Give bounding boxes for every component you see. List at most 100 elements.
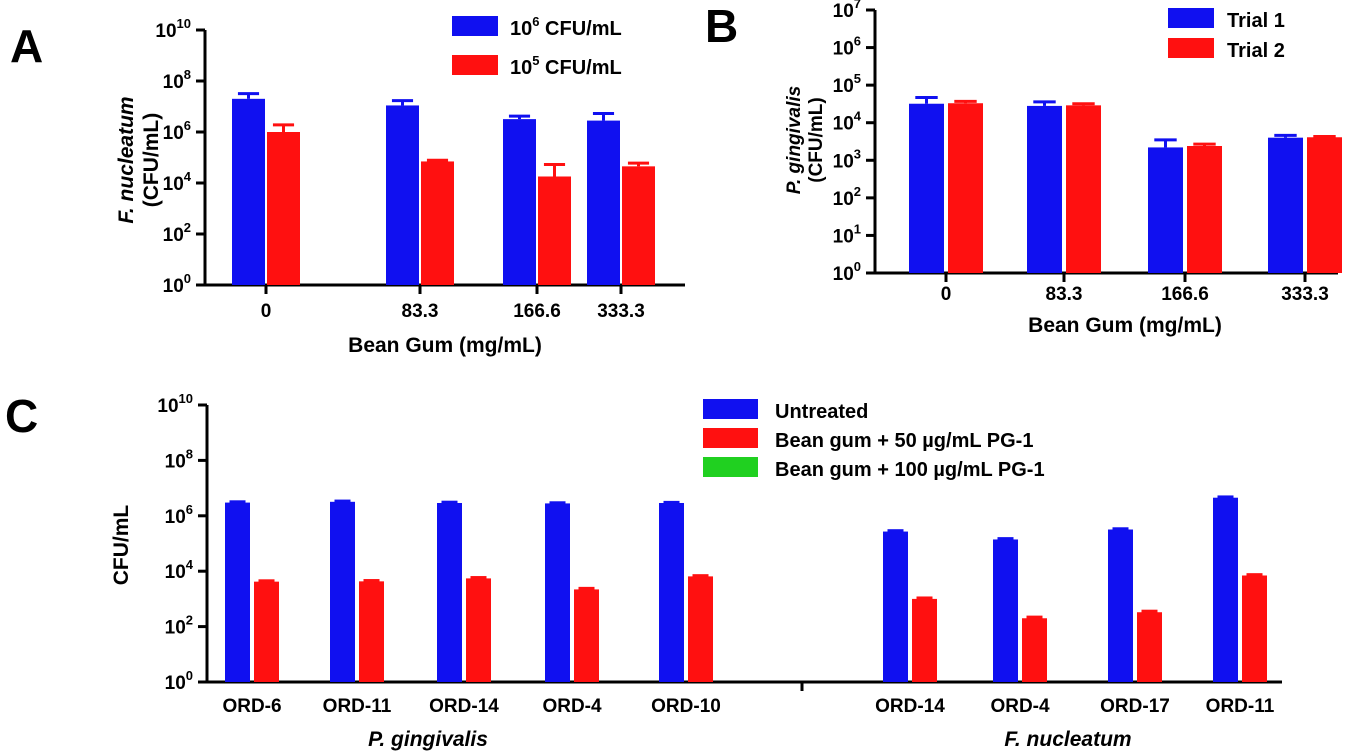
- panel-a-y-tick-label-5-base: 10: [155, 21, 176, 42]
- panel-c-x-tick-label: ORD-6: [222, 696, 281, 717]
- panel-a-y-tick-label-5-exp: 10: [177, 16, 191, 31]
- panel-b-y-tick-label-4: 104: [833, 109, 862, 135]
- panel-b-y-tick-label-5-exp: 5: [854, 71, 861, 86]
- panel-b-x-tick-label: 83.3: [1046, 284, 1083, 305]
- panel-c-x-tick-label: ORD-10: [651, 696, 721, 717]
- panel-c-group-label-1: P. gingivalis: [368, 728, 488, 751]
- panel-c-bar-s2-8: [1242, 575, 1267, 682]
- panel-c-bar-s2-1: [359, 581, 384, 682]
- panel-b-y-title-2: (CFU/mL): [806, 97, 827, 182]
- panel-b-y-tick-label-6: 106: [833, 34, 861, 60]
- panel-a-y-tick-label-0-base: 10: [163, 276, 184, 297]
- panel-c-y-tick-label-5-exp: 10: [179, 391, 193, 406]
- panel-c-bar-s2-2: [466, 578, 491, 682]
- panel-a-y-tick-label-3-base: 10: [163, 123, 184, 144]
- panel-a-y-tick-label-0-exp: 0: [184, 271, 191, 286]
- panel-c-y-tick-label-0: 100: [165, 668, 193, 694]
- panel-c-x-tick-label: ORD-11: [323, 696, 392, 717]
- panel-a-legend-s1-swatch: [452, 16, 498, 36]
- panel-c-bar-s1-7: [1108, 529, 1133, 682]
- panel-a-x-tick-label: 333.3: [597, 301, 645, 322]
- panel-b-x-tick-label: 333.3: [1281, 284, 1329, 305]
- panel-a-y-title-1: F. nucleatum: [115, 96, 138, 223]
- panel-a-bar-s2-2: [538, 176, 571, 285]
- panel-a-y-tick-label-4-exp: 8: [184, 67, 191, 82]
- panel-c-y-tick-label-4-exp: 8: [186, 446, 193, 461]
- panel-a-x-tick-label: 83.3: [402, 301, 439, 322]
- panel-c-bar-s1-8: [1213, 497, 1238, 682]
- panel-a-bar-s1-3: [587, 120, 620, 285]
- panel-c-y-tick-label-1-exp: 2: [186, 613, 193, 628]
- panel-a-y-title-2: (CFU/mL): [140, 113, 163, 207]
- panel-c-y-tick-label-3: 106: [165, 502, 193, 528]
- panel-a-y-tick-label-1-exp: 2: [184, 220, 191, 235]
- panel-c-x-tick-label: ORD-17: [1100, 696, 1170, 717]
- panel-a-x-tick-label: 166.6: [513, 301, 561, 322]
- panel-b-y-tick-label-7-base: 10: [833, 1, 854, 22]
- panel-b-y-tick-label-3-exp: 3: [854, 146, 861, 161]
- panel-c-bar-s1-6: [993, 539, 1018, 682]
- panel-b-legend-s2-swatch: [1168, 38, 1214, 58]
- panel-b-y-tick-label-3-base: 10: [833, 151, 854, 172]
- panel-c-bar-s2-4: [688, 576, 713, 682]
- panel-c-x-tick-label: ORD-4: [542, 696, 602, 717]
- panel-b-bar-s1-1: [1027, 105, 1062, 274]
- panel-b-bar-s1-3: [1268, 137, 1303, 273]
- panel-c-y-tick-label-2-exp: 4: [186, 557, 194, 572]
- panel-b-y-tick-label-7-exp: 7: [854, 0, 861, 11]
- panel-b-x-title: Bean Gum (mg/mL): [1028, 314, 1222, 337]
- panel-c-bar-s2-6: [1022, 618, 1047, 682]
- panel-a-legend-s2-label: 105 CFU/mL: [510, 53, 622, 79]
- panel-b-legend-s1-label: Trial 1: [1227, 10, 1285, 32]
- panel-c-y-tick-label-4: 108: [165, 446, 193, 472]
- panel-b-y-tick-label-2-exp: 2: [854, 184, 861, 199]
- panel-a-bar-s2-0: [267, 132, 300, 285]
- panel-c-y-tick-label-5-base: 10: [157, 396, 178, 417]
- panel-c-y-title: CFU/mL: [110, 505, 133, 586]
- panel-a-y-tick-label-1: 102: [163, 220, 191, 246]
- panel-c-y-tick-label-2-base: 10: [165, 562, 186, 583]
- panel-b-bar-s2-3: [1307, 137, 1342, 273]
- panel-c-legend-s1-label: Untreated: [775, 401, 868, 423]
- panel-c-y-tick-label-0-exp: 0: [186, 668, 193, 683]
- panel-c-bar-s1-3: [545, 503, 570, 682]
- panel-c-y-tick-label-3-exp: 6: [186, 502, 193, 517]
- panel-c-bar-s1-0: [225, 502, 250, 682]
- panel-c-y-tick-label-1: 102: [165, 613, 193, 639]
- panel-b-y-tick-label-1: 101: [833, 221, 861, 247]
- panel-c-legend-s2-swatch: [703, 428, 758, 448]
- panel-a-y-tick-label-4: 108: [163, 67, 191, 93]
- panel-b-bar-s2-0: [948, 103, 983, 274]
- panel-a-y-tick-label-3-exp: 6: [184, 118, 191, 133]
- panel-b-y-tick-label-4-exp: 4: [854, 109, 862, 124]
- panel-b-bar-s2-2: [1187, 146, 1222, 273]
- panel-c-y-tick-label-2: 104: [165, 557, 194, 583]
- panel-b-y-tick-label-6-base: 10: [833, 39, 854, 60]
- panel-b-legend-s1-swatch: [1168, 8, 1214, 28]
- panel-b-y-tick-label-7: 107: [833, 0, 861, 22]
- panel-a-bar-s2-3: [622, 166, 655, 285]
- panel-c-y-tick-label-0-base: 10: [165, 673, 186, 694]
- panel-a-bar-s1-1: [386, 105, 419, 285]
- panel-c-legend-s3-swatch: [703, 457, 758, 477]
- panel-a-y-tick-label-5: 1010: [155, 16, 191, 42]
- panel-b-y-tick-label-0: 100: [833, 259, 861, 285]
- panel-a-bar-s1-2: [503, 119, 536, 285]
- panel-b-bar-s1-2: [1148, 147, 1183, 273]
- panel-a-x-title: Bean Gum (mg/mL): [348, 334, 542, 357]
- panel-a-bar-s2-1: [421, 161, 454, 285]
- panel-b-y-tick-label-0-exp: 0: [854, 259, 861, 274]
- panel-b-y-tick-label-2-base: 10: [833, 189, 854, 210]
- panel-b-y-tick-label-1-exp: 1: [854, 221, 861, 236]
- panel-b-y-tick-label-1-base: 10: [833, 226, 854, 247]
- panel-c-bar-s2-5: [912, 598, 937, 682]
- panel-a-y-tick-label-2: 104: [163, 169, 192, 195]
- panel-c-bar-s2-7: [1137, 612, 1162, 682]
- panel-c-bar-s2-3: [574, 589, 599, 682]
- panel-c-x-tick-label: ORD-14: [429, 696, 499, 717]
- panel-b-bar-s2-1: [1066, 105, 1101, 273]
- panel-c-bar-s1-5: [883, 531, 908, 682]
- panel-a-y-tick-label-2-base: 10: [163, 174, 184, 195]
- panel-c-y-tick-label-5: 1010: [157, 391, 193, 417]
